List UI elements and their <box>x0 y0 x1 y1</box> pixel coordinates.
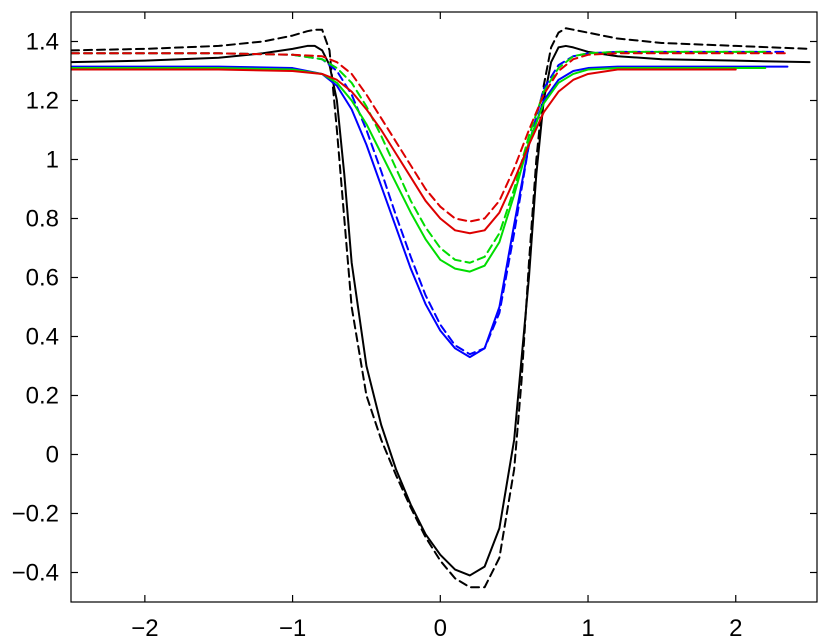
series-line-2 <box>71 27 811 589</box>
x-tick-label: 0 <box>434 615 447 642</box>
series-line-8 <box>71 52 789 223</box>
y-tick-label: 0 <box>46 442 59 469</box>
series-line-3 <box>71 65 789 359</box>
series-line-7 <box>71 68 737 235</box>
tick-layer: −2 −1 0 1 2 −0.4 −0.2 0 0.2 0.4 0.6 0.8 1 1.2 1.4 <box>12 12 817 642</box>
series-line-5 <box>71 67 767 273</box>
series-line-6 <box>71 50 767 264</box>
y-tick-label: 0.6 <box>26 265 59 292</box>
y-tick-label: 1 <box>46 147 59 174</box>
y-tick-label: −0.4 <box>12 560 59 587</box>
x-tick-label: −2 <box>131 615 158 642</box>
y-tick-label: −0.2 <box>12 501 59 528</box>
y-tick-label: 1.2 <box>26 88 59 115</box>
y-tick-label: 1.4 <box>26 29 59 56</box>
x-tick-label: 1 <box>581 615 594 642</box>
x-tick-label: 2 <box>729 615 742 642</box>
y-tick-label: 0.8 <box>26 206 59 233</box>
series-layer <box>71 27 811 589</box>
y-tick-label: 0.4 <box>26 324 59 351</box>
y-tick-label: 0.2 <box>26 383 59 410</box>
series-line-1 <box>71 44 811 577</box>
plot-frame <box>70 11 818 603</box>
x-tick-label: −1 <box>279 615 306 642</box>
